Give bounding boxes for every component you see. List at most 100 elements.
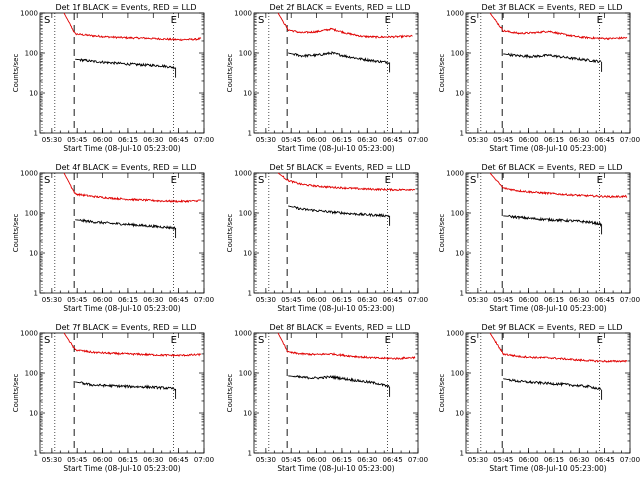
x-tick-label: 06:30 [569, 296, 589, 304]
y-tick-label: 10 [243, 90, 252, 98]
x-tick-label: 06:00 [518, 456, 538, 464]
y-tick-label: 1 [460, 290, 464, 298]
x-axis-label: Start Time (08-Jul-10 05:23:00) [277, 464, 394, 473]
x-tick-label: 05:30 [256, 136, 276, 144]
x-axis-label: Start Time (08-Jul-10 05:23:00) [277, 304, 394, 313]
chart-title: Det 8f BLACK = Events, RED = LLD [269, 323, 410, 332]
x-tick-label: 06:30 [143, 136, 163, 144]
events-series-line [288, 205, 390, 218]
marker-label-e: E [385, 335, 391, 346]
marker-label-s: S [44, 335, 50, 346]
chart-panel-2: Det 2f BLACK = Events, RED = LLD 1 10 100 10… [226, 3, 428, 153]
marker-label-e: E [597, 335, 603, 346]
plot-frame [253, 332, 419, 454]
x-tick-label: 06:00 [92, 296, 112, 304]
marker-label-s: S [44, 175, 50, 186]
marker-label-s: S [44, 15, 50, 26]
y-axis-label: Counts/sec [438, 54, 446, 93]
y-axis-label: Counts/sec [12, 374, 20, 413]
plot-frame [465, 332, 631, 454]
plot-frame [39, 12, 205, 134]
y-tick-label: 1000 [20, 170, 38, 178]
x-tick-label: 06:30 [143, 296, 163, 304]
y-axis-label: Counts/sec [226, 214, 234, 253]
x-tick-label: 05:45 [493, 296, 513, 304]
marker-label-e: E [385, 15, 391, 26]
lld-series-line [63, 172, 202, 204]
plot-frame [39, 172, 205, 294]
x-tick-label: 06:15 [118, 296, 138, 304]
y-axis-label: Counts/sec [226, 54, 234, 93]
x-tick-label: 06:00 [518, 136, 538, 144]
x-tick-label: 05:45 [281, 296, 301, 304]
x-tick-label: 06:45 [383, 456, 403, 464]
y-tick-label: 10 [243, 250, 252, 258]
x-tick-label: 06:30 [357, 456, 377, 464]
x-tick-label: 05:30 [256, 296, 276, 304]
y-tick-label: 1 [34, 130, 38, 138]
x-axis-label: Start Time (08-Jul-10 05:23:00) [489, 304, 606, 313]
x-tick-label: 05:45 [493, 136, 513, 144]
x-tick-label: 06:15 [118, 136, 138, 144]
y-tick-label: 1000 [234, 330, 252, 338]
x-tick-label: 06:00 [92, 136, 112, 144]
y-tick-label: 1000 [446, 10, 464, 18]
x-tick-label: 06:45 [383, 296, 403, 304]
chart-panel-5: Det 5f BLACK = Events, RED = LLD 1 10 100 10… [226, 163, 428, 313]
x-tick-label: 05:30 [468, 456, 488, 464]
x-tick-label: 05:30 [256, 456, 276, 464]
y-tick-label: 100 [25, 210, 38, 218]
events-series-line [288, 50, 390, 65]
x-tick-label: 06:45 [169, 136, 189, 144]
x-tick-label: 06:00 [306, 136, 326, 144]
marker-label-s: S [258, 175, 264, 186]
x-tick-label: 05:45 [67, 136, 87, 144]
y-tick-label: 1 [460, 450, 464, 458]
x-tick-label: 05:45 [67, 456, 87, 464]
lld-series-line [63, 12, 202, 42]
chart-title: Det 5f BLACK = Events, RED = LLD [269, 163, 410, 172]
chart-title: Det 4f BLACK = Events, RED = LLD [55, 163, 196, 172]
plot-frame [253, 12, 419, 134]
x-tick-label: 07:00 [620, 136, 640, 144]
events-series-line [503, 52, 602, 64]
y-tick-label: 1 [248, 290, 252, 298]
x-tick-label: 07:00 [620, 456, 640, 464]
x-axis-label: Start Time (08-Jul-10 05:23:00) [63, 144, 180, 153]
plot-frame [39, 332, 205, 454]
y-tick-label: 10 [455, 250, 464, 258]
x-tick-label: 05:30 [468, 136, 488, 144]
chart-panel-3: Det 3f BLACK = Events, RED = LLD 1 10 100 10… [438, 3, 640, 153]
marker-label-s: S [258, 15, 264, 26]
y-tick-label: 1 [460, 130, 464, 138]
lld-series-line [277, 12, 413, 40]
lld-series-line [489, 172, 628, 199]
y-tick-label: 10 [29, 90, 38, 98]
x-tick-label: 06:15 [544, 296, 564, 304]
chart-title: Det 9f BLACK = Events, RED = LLD [481, 323, 622, 332]
y-tick-label: 1000 [446, 170, 464, 178]
x-tick-label: 07:00 [194, 456, 214, 464]
x-tick-label: 07:00 [408, 456, 428, 464]
x-tick-label: 06:00 [306, 456, 326, 464]
chart-panel-1: Det 1f BLACK = Events, RED = LLD 1 10 100 10… [12, 3, 214, 153]
plot-frame [465, 12, 631, 134]
x-axis-label: Start Time (08-Jul-10 05:23:00) [489, 464, 606, 473]
marker-label-s: S [470, 15, 476, 26]
y-tick-label: 1 [248, 130, 252, 138]
x-tick-label: 06:15 [332, 456, 352, 464]
chart-panel-7: Det 7f BLACK = Events, RED = LLD 1 10 100 10… [12, 323, 214, 473]
x-tick-label: 05:30 [42, 296, 62, 304]
events-series-line [503, 214, 602, 227]
y-axis-label: Counts/sec [12, 54, 20, 93]
y-tick-label: 1000 [234, 10, 252, 18]
y-tick-label: 10 [455, 90, 464, 98]
x-tick-label: 05:30 [42, 456, 62, 464]
x-axis-label: Start Time (08-Jul-10 05:23:00) [489, 144, 606, 153]
x-tick-label: 06:00 [518, 296, 538, 304]
x-tick-label: 07:00 [194, 296, 214, 304]
y-tick-label: 1000 [20, 330, 38, 338]
y-tick-label: 1 [34, 290, 38, 298]
x-tick-label: 06:00 [92, 456, 112, 464]
chart-panel-6: Det 6f BLACK = Events, RED = LLD 1 10 100 10… [438, 163, 640, 313]
